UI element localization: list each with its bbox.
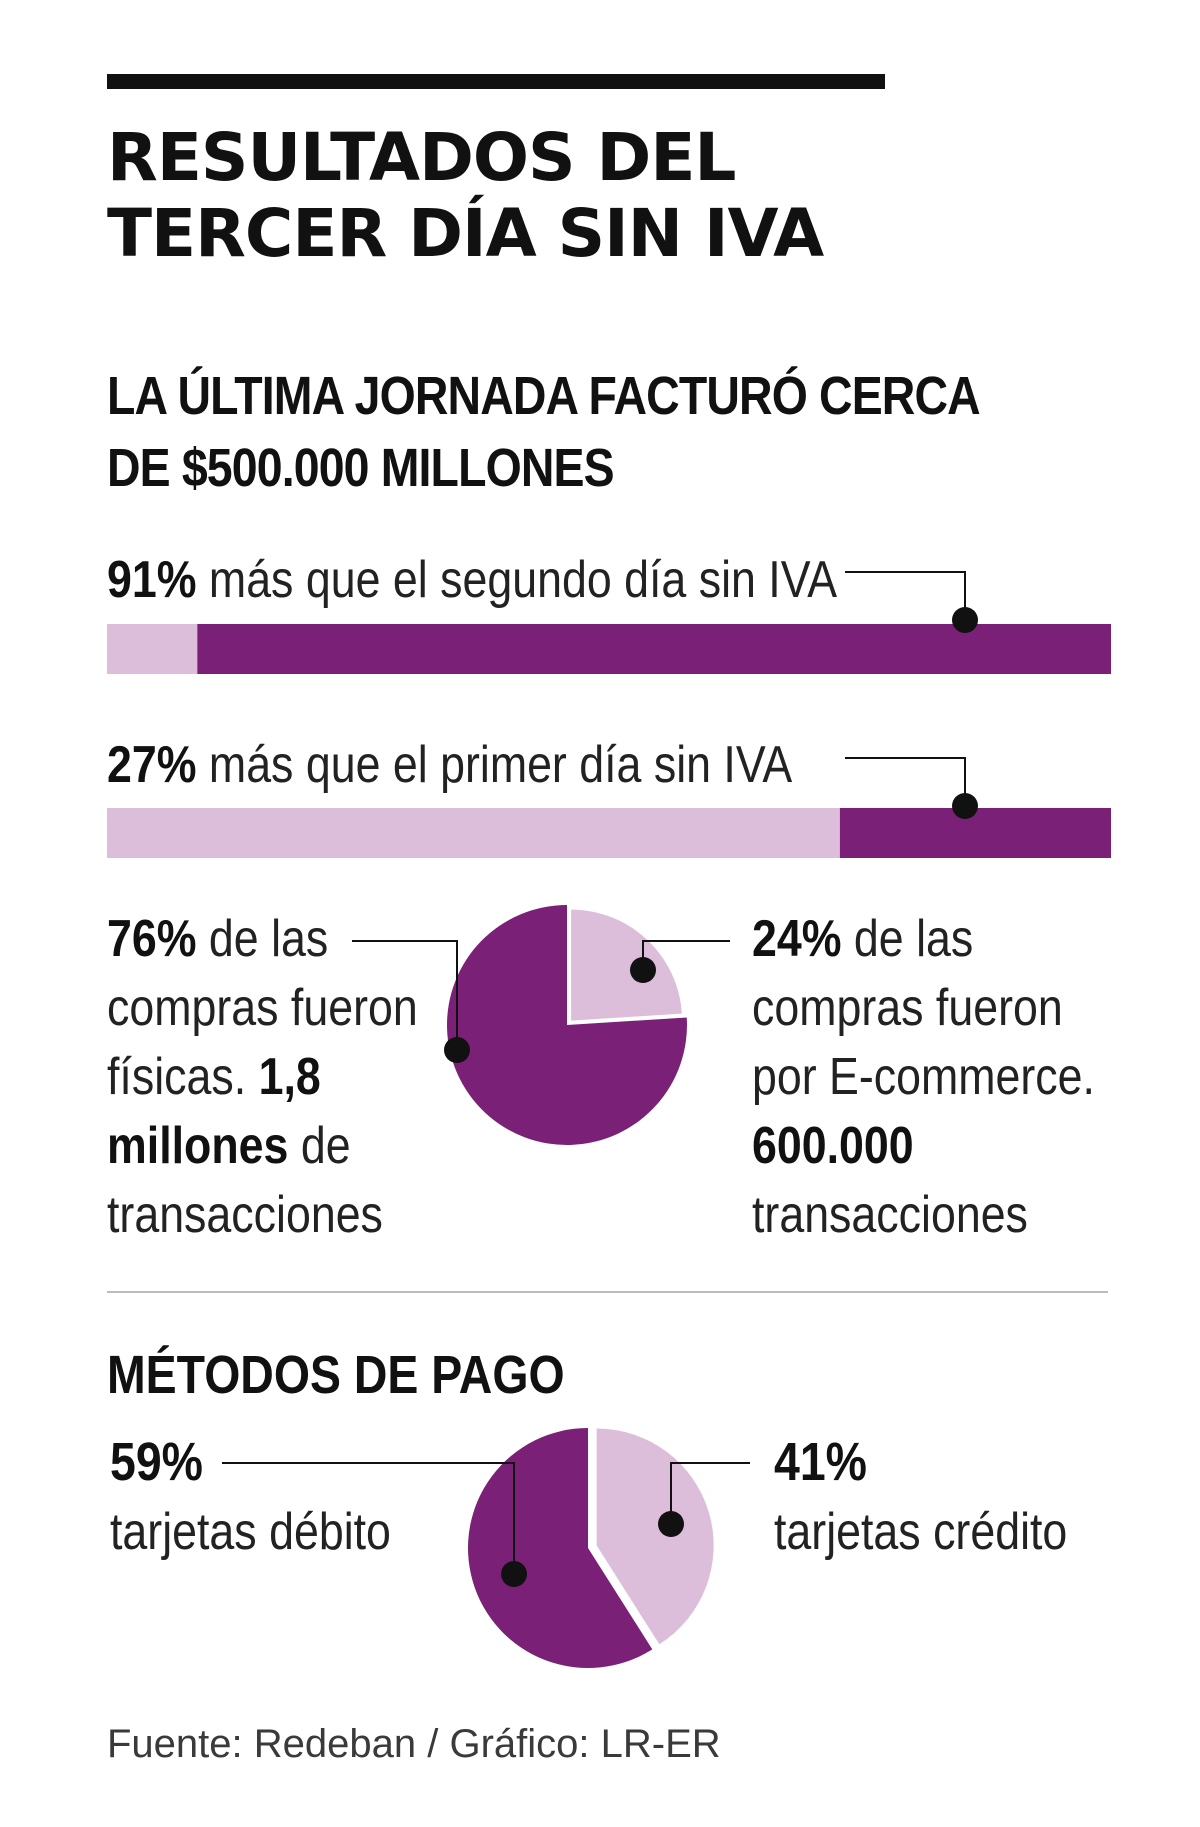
pie-leader-credit	[670, 1462, 750, 1524]
online-count: 600.000	[752, 1117, 914, 1175]
online-pct: 24%	[752, 910, 842, 968]
section-divider	[107, 1291, 1108, 1293]
title-line-1: RESULTADOS DEL	[107, 119, 736, 196]
pie-slice-physical	[446, 905, 687, 1146]
pie-marker-physical	[444, 1037, 470, 1063]
credit-pct: 41%	[774, 1432, 867, 1492]
online-text-3: por E-commerce.	[752, 1048, 1095, 1106]
subtitle-line-2: DE $500.000 MILLONES	[107, 438, 615, 498]
physical-count-number: 1,8	[258, 1048, 321, 1106]
page-title: RESULTADOS DEL TERCER DÍA SIN IVA	[107, 119, 824, 272]
pie-slice-online	[571, 909, 682, 1021]
subtitle-line-1: LA ÚLTIMA JORNADA FACTURÓ CERCA	[107, 366, 981, 426]
online-text-1: de las	[853, 910, 974, 968]
bar-marker-second-day	[952, 607, 978, 633]
physical-text-4b: de	[288, 1117, 351, 1175]
debit-pct: 59%	[110, 1432, 203, 1492]
pie-slice-credit	[596, 1428, 714, 1645]
credit-label: tarjetas crédito	[774, 1503, 1068, 1561]
bar-text-first-day: más que el primer día sin IVA	[208, 736, 793, 794]
physical-text-2: compras fueron	[107, 979, 418, 1037]
pie-marker-online	[630, 957, 656, 983]
online-text-2: compras fueron	[752, 979, 1063, 1037]
bar-label-second-day: 91% más que el segundo día sin IVA	[107, 550, 837, 610]
pie-leader-debit	[222, 1462, 515, 1574]
bar-second-day-value	[197, 624, 1112, 674]
pie-leader-physical	[352, 940, 458, 1050]
bar-label-first-day: 27% más que el primer día sin IVA	[107, 735, 792, 795]
physical-purchases-text: 76% de las compras fueron físicas. 1,8 m…	[107, 905, 418, 1250]
bar-pct-second-day: 91%	[107, 551, 197, 609]
physical-text-3a: físicas.	[107, 1048, 259, 1106]
bar-text-second-day: más que el segundo día sin IVA	[208, 551, 838, 609]
online-purchases-text: 24% de las compras fueron por E-commerce…	[752, 905, 1095, 1250]
pie-marker-credit	[658, 1511, 684, 1537]
bar-leader-first-day	[845, 757, 966, 806]
physical-count-unit: millones	[107, 1117, 289, 1175]
methods-title: MÉTODOS DE PAGO	[107, 1345, 565, 1405]
bar-marker-first-day	[952, 793, 978, 819]
physical-pct: 76%	[107, 910, 197, 968]
bar-pct-first-day: 27%	[107, 736, 197, 794]
debit-label: tarjetas débito	[110, 1503, 391, 1561]
pie-marker-debit	[501, 1561, 527, 1587]
subtitle: LA ÚLTIMA JORNADA FACTURÓ CERCA DE $500.…	[107, 360, 981, 504]
source-credit: Fuente: Redeban / Gráfico: LR-ER	[107, 1722, 721, 1766]
title-line-2: TERCER DÍA SIN IVA	[107, 195, 824, 272]
bar-first-day-value	[839, 808, 1111, 858]
physical-text-1: de las	[208, 910, 329, 968]
online-text-5: transacciones	[752, 1186, 1028, 1244]
top-rule	[107, 74, 885, 89]
physical-text-5: transacciones	[107, 1186, 383, 1244]
bar-leader-second-day	[845, 571, 966, 620]
